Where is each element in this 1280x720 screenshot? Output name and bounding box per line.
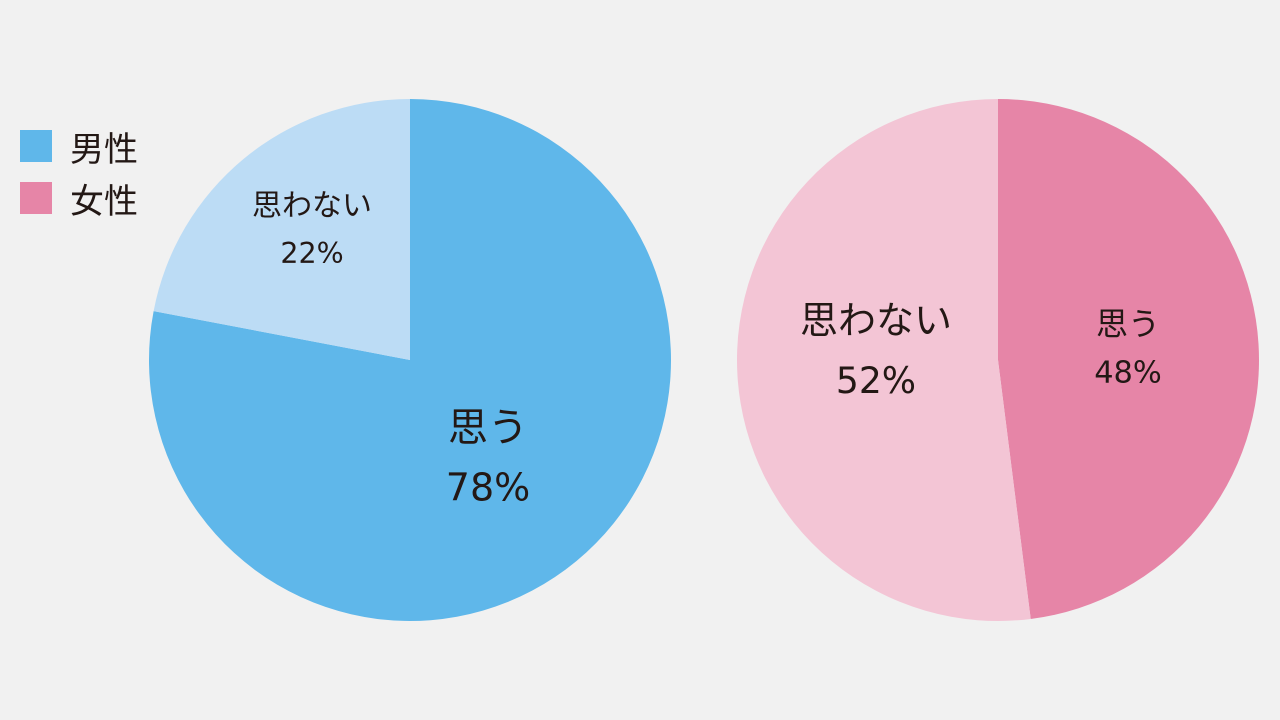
- pie-female-slice-1-label: 思わない: [800, 299, 952, 343]
- pie-female: 思う 48% 思わない 52%: [737, 99, 1259, 621]
- pie-female-slice-1-value: 52%: [836, 360, 916, 402]
- pie-female-slice-0: [998, 99, 1259, 619]
- legend: 男性 女性: [20, 120, 138, 224]
- pie-male-slice-1: [153, 99, 410, 360]
- pie-male-slice-0-value: 78%: [446, 466, 530, 510]
- pie-male-slice-1-label: 思わない: [252, 189, 372, 224]
- legend-item-male: 男性: [20, 120, 138, 172]
- legend-label-male: 男性: [70, 129, 138, 170]
- legend-item-female: 女性: [20, 172, 138, 224]
- pie-male-slice-0-label: 思う: [448, 405, 528, 451]
- legend-swatch-male: [20, 130, 52, 162]
- pie-male-slice-1-value: 22%: [280, 237, 343, 270]
- pie-male: 思う 78% 思わない 22%: [149, 99, 671, 621]
- legend-swatch-female: [20, 182, 52, 214]
- legend-label-female: 女性: [70, 181, 138, 222]
- pie-female-slice-1: [737, 99, 1031, 621]
- pie-female-slice-0-value: 48%: [1094, 356, 1162, 391]
- pie-female-slice-0-label: 思う: [1096, 305, 1160, 343]
